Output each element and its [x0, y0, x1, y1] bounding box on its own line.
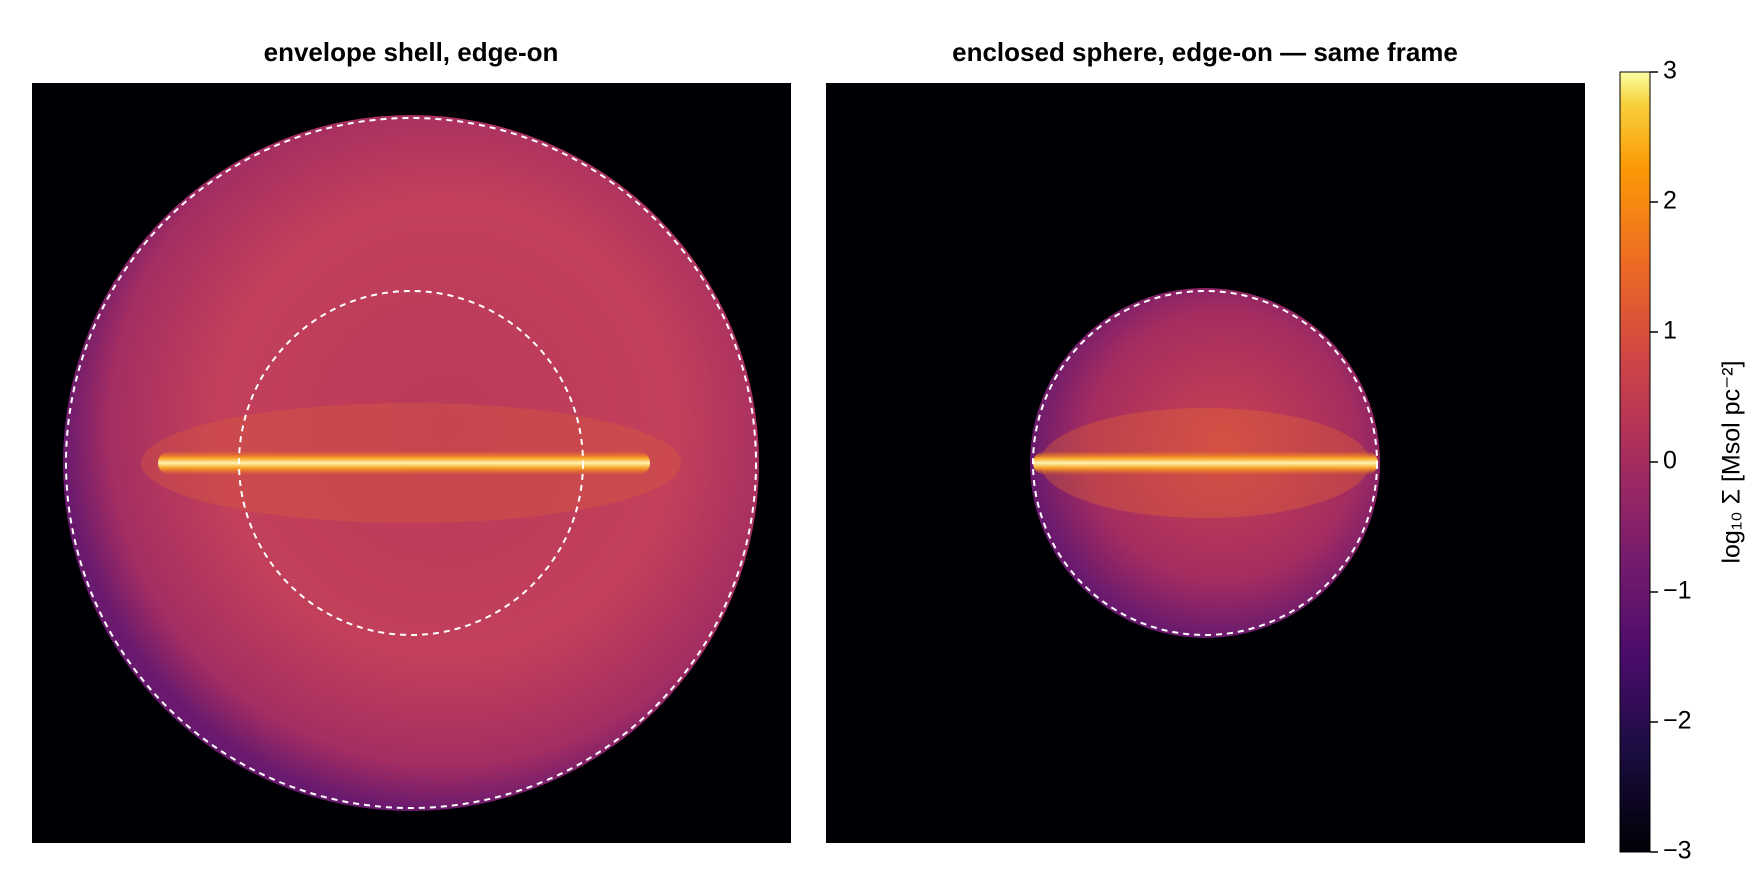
panel-right: [826, 83, 1585, 843]
panel-title: envelope shell, edge-on: [264, 37, 559, 67]
colorbar-tick-label: −3: [1663, 837, 1692, 865]
density-disk: [158, 451, 650, 475]
colorbar-gradient: [1619, 71, 1651, 853]
colorbar-tick-label: −1: [1663, 577, 1692, 605]
colorbar-tick-label: 1: [1663, 317, 1677, 345]
panel-title: enclosed sphere, edge-on — same frame: [952, 37, 1458, 67]
outer-radius-circle: [65, 117, 757, 809]
colorbar: [1619, 71, 1651, 853]
colorbar-tick-label: 3: [1663, 57, 1677, 85]
colorbar-tick-label: 0: [1663, 447, 1677, 475]
colorbar-label: log₁₀ Σ [Msol pc⁻²]: [1718, 360, 1746, 563]
density-disk: [1033, 451, 1378, 475]
inner-radius-circle: [238, 290, 584, 636]
colorbar-tick-label: 2: [1663, 187, 1677, 215]
panel-left: [32, 83, 791, 843]
colorbar-tick-label: −2: [1663, 707, 1692, 735]
sphere-radius-circle: [1032, 290, 1378, 636]
